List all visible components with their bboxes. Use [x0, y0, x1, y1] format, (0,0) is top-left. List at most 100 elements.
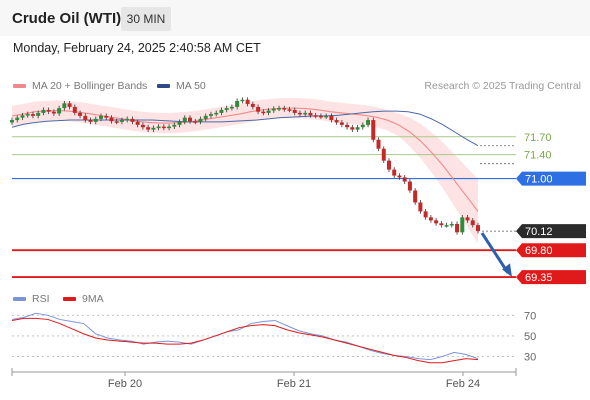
candle-body	[277, 108, 282, 110]
level-tag-2	[516, 171, 586, 186]
candle-body	[460, 217, 465, 233]
candle	[109, 115, 114, 124]
candle	[151, 125, 156, 132]
level-label-5: 69.35	[525, 272, 553, 284]
candle-body	[434, 220, 439, 224]
legend-rsi: RSI	[13, 293, 50, 305]
candle	[256, 104, 261, 115]
candle-body	[360, 124, 365, 128]
candle	[146, 124, 151, 132]
candle	[460, 214, 465, 235]
candle-body	[250, 103, 255, 107]
candle-body	[366, 120, 371, 125]
candle	[214, 110, 219, 117]
candle	[366, 117, 371, 128]
candle	[41, 107, 46, 116]
candle	[193, 118, 198, 125]
candle	[57, 105, 62, 116]
candle	[292, 107, 297, 116]
candle-body	[99, 115, 104, 119]
candle-body	[245, 99, 250, 104]
candle	[439, 220, 444, 228]
candle-body	[308, 112, 313, 116]
candle-body	[428, 217, 433, 221]
candle	[402, 174, 407, 184]
candle-body	[177, 121, 182, 125]
candle-body	[119, 120, 124, 122]
candle-body	[465, 217, 470, 221]
timeframe-badge[interactable]: 30 MIN	[121, 7, 171, 31]
candle-body	[182, 117, 187, 122]
candle	[345, 122, 350, 130]
candle	[229, 104, 234, 111]
candle-body	[376, 139, 381, 149]
candle	[271, 106, 276, 113]
candle	[297, 110, 302, 117]
candle-body	[219, 109, 224, 113]
candle-body	[15, 117, 20, 121]
candle-body	[198, 118, 203, 122]
candle-body	[413, 190, 418, 203]
candle	[455, 221, 460, 235]
legend-rsi-ma-label: 9MA	[82, 293, 104, 305]
rsi-tick-label: 50	[524, 331, 536, 343]
candle-body	[214, 112, 219, 115]
candle-body	[418, 202, 423, 212]
candle-body	[407, 181, 412, 191]
legend-ma20: MA 20 + Bollinger Bands	[13, 80, 147, 92]
candle-body	[261, 111, 266, 114]
candle-body	[125, 118, 130, 121]
candle	[10, 117, 14, 125]
level-label-0: 71.70	[524, 132, 552, 144]
candle	[51, 109, 56, 116]
candle-body	[345, 124, 350, 128]
level-tag-5	[516, 270, 586, 285]
candle-body	[46, 109, 51, 112]
rsi-swatch	[13, 297, 26, 302]
candle-body	[83, 115, 88, 121]
candle-body	[30, 114, 35, 116]
timestamp: Monday, February 24, 2025 2:40:58 AM CET	[13, 41, 261, 55]
candle-body	[397, 175, 402, 178]
candle	[444, 222, 449, 228]
candle	[434, 217, 439, 226]
candle-body	[135, 121, 140, 125]
candle	[188, 115, 193, 124]
candle-body	[41, 109, 46, 113]
candle-body	[355, 127, 360, 130]
rsi-line	[11, 312, 479, 361]
candle-body	[20, 115, 25, 118]
candle-body	[334, 120, 339, 123]
level-label-4: 69.80	[525, 245, 553, 257]
candle	[360, 122, 365, 130]
candle	[324, 113, 329, 119]
candle-body	[324, 115, 329, 118]
candle	[172, 122, 177, 130]
candle	[407, 179, 412, 193]
candle-body	[109, 117, 114, 122]
candle	[339, 120, 344, 128]
candle-body	[470, 220, 475, 226]
candle-body	[224, 108, 229, 110]
rsi-ma-line	[11, 317, 479, 364]
candle-body	[188, 117, 193, 122]
candle-body	[476, 225, 480, 232]
candle-body	[423, 211, 428, 218]
candle-body	[72, 106, 77, 113]
candle-body	[313, 115, 318, 117]
candle	[266, 108, 271, 116]
candle	[198, 116, 203, 125]
candle	[25, 111, 30, 118]
candle	[355, 124, 360, 132]
candle	[428, 214, 433, 223]
level-tag-4	[516, 243, 586, 258]
candle-body	[146, 127, 151, 130]
candle-body	[455, 223, 460, 233]
candle	[303, 110, 308, 117]
candle-body	[297, 112, 302, 115]
candle-body	[130, 118, 135, 122]
candle	[235, 98, 240, 110]
candle	[423, 209, 428, 220]
candle-body	[287, 109, 292, 111]
candle	[386, 158, 391, 172]
